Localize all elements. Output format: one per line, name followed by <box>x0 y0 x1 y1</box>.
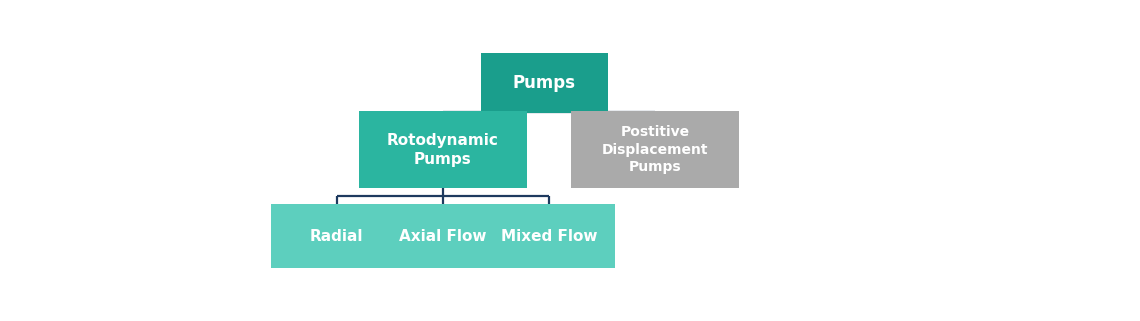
Text: Mixed Flow: Mixed Flow <box>500 229 597 244</box>
FancyBboxPatch shape <box>481 53 608 113</box>
FancyBboxPatch shape <box>359 111 527 188</box>
Text: Axial Flow: Axial Flow <box>399 229 487 244</box>
Text: Rotodynamic
Pumps: Rotodynamic Pumps <box>386 133 499 167</box>
FancyBboxPatch shape <box>376 204 510 268</box>
Text: Postitive
Displacement
Pumps: Postitive Displacement Pumps <box>602 126 708 174</box>
FancyBboxPatch shape <box>571 111 739 188</box>
Text: Radial: Radial <box>310 229 364 244</box>
FancyBboxPatch shape <box>270 204 404 268</box>
Text: Pumps: Pumps <box>513 74 576 92</box>
FancyBboxPatch shape <box>482 204 616 268</box>
